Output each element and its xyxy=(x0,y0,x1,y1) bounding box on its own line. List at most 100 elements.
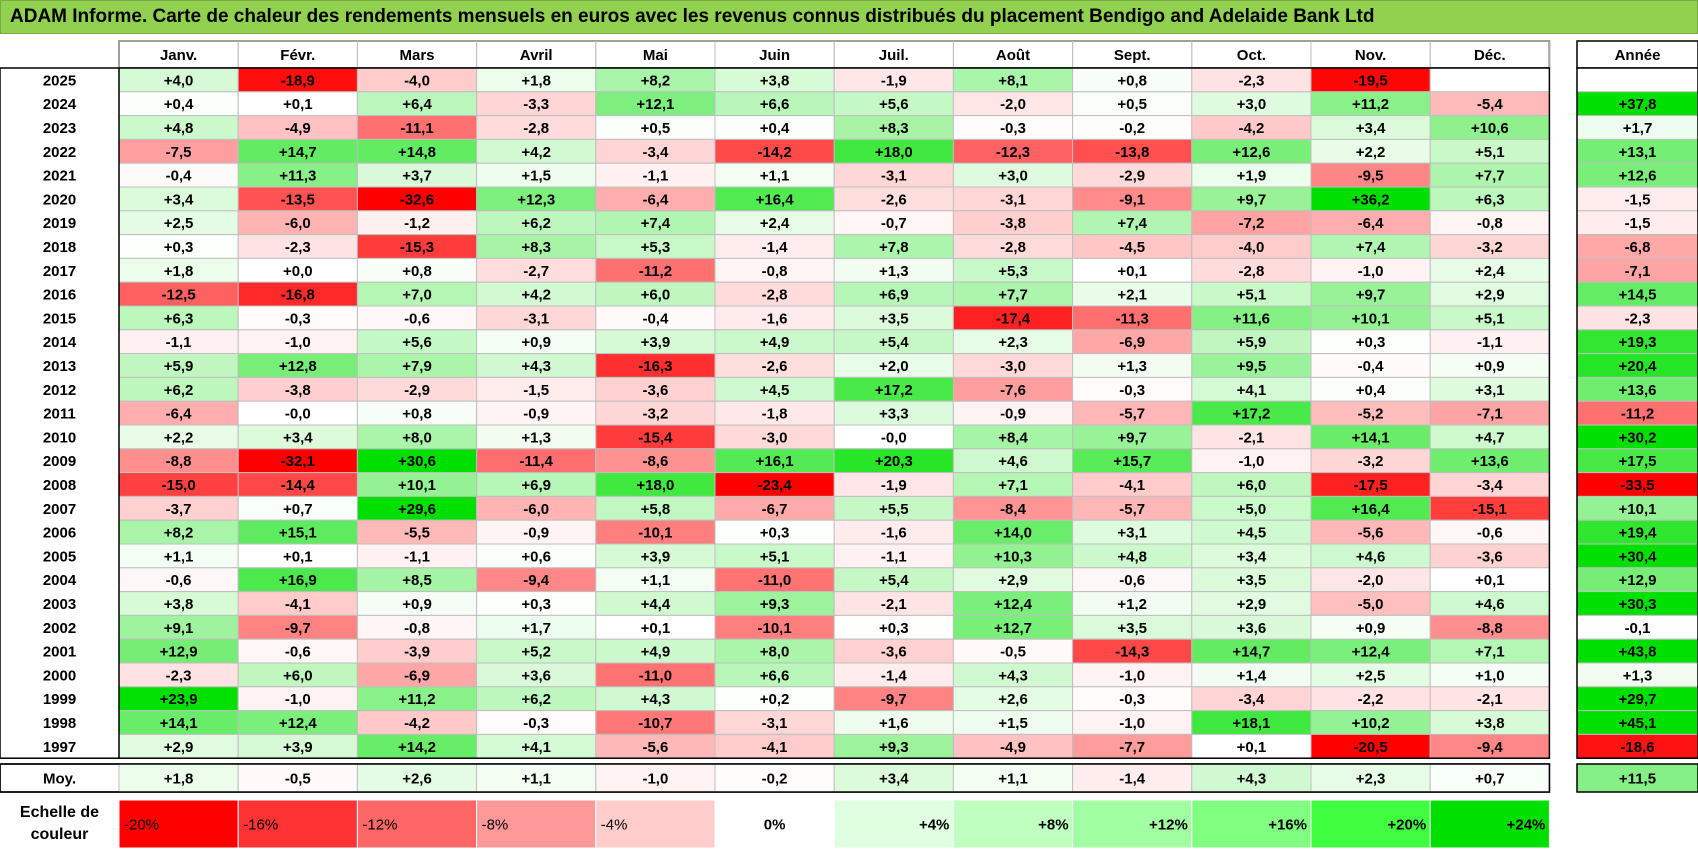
average-cell-value: +3,4 xyxy=(879,771,909,788)
average-cell-value: +0,7 xyxy=(1475,771,1505,788)
heatmap-cell-value: -14,4 xyxy=(281,477,316,494)
heatmap-cell-value: +10,6 xyxy=(1471,120,1509,137)
heatmap-cell-value: -6,0 xyxy=(285,215,311,232)
heatmap-cell-value: +3,0 xyxy=(1237,96,1267,113)
heatmap-cell-value: -0,3 xyxy=(1119,382,1145,399)
average-cell xyxy=(237,763,358,793)
heatmap-cell-value: -2,1 xyxy=(1238,429,1264,446)
heatmap-cell-value: -32,6 xyxy=(400,191,434,208)
heatmap-cell-value: -0,9 xyxy=(1000,406,1026,423)
annual-cell-value: +43,8 xyxy=(1619,644,1657,661)
heatmap-cell-value: +5,3 xyxy=(641,239,671,256)
heatmap-cell-value: +0,4 xyxy=(164,96,194,113)
heatmap-cell-value: -2,8 xyxy=(523,120,549,137)
heatmap-cell-value: -1,1 xyxy=(404,548,430,565)
heatmap-cell-value: +13,6 xyxy=(1471,453,1509,470)
heatmap-cell-value: +4,9 xyxy=(641,644,671,661)
heatmap-cell-value: -1,0 xyxy=(1238,453,1264,470)
heatmap-cell-value: +8,3 xyxy=(521,239,551,256)
heatmap-cell-value: -6,4 xyxy=(642,191,669,208)
heatmap-cell-value: +12,8 xyxy=(279,358,317,375)
heatmap-cell-value: +2,9 xyxy=(1237,596,1267,613)
annual-header: Année xyxy=(1615,47,1661,64)
heatmap-cell-value: -2,7 xyxy=(523,263,549,280)
heatmap-cell-value: +5,1 xyxy=(1475,144,1505,161)
heatmap-cell-value: +4,1 xyxy=(521,739,551,756)
heatmap-cell-value: -11,4 xyxy=(520,453,554,470)
heatmap-cell-value: -6,9 xyxy=(1119,334,1145,351)
heatmap-cell-value: -2,3 xyxy=(285,239,311,256)
heatmap-cell-value: +12,4 xyxy=(1352,644,1391,661)
heatmap-cell-value: +1,9 xyxy=(1237,168,1267,185)
year-label: 2016 xyxy=(43,287,76,304)
year-label: 2011 xyxy=(43,406,76,423)
year-label: 2024 xyxy=(43,96,77,113)
heatmap-cell-value: +7,1 xyxy=(1475,644,1505,661)
heatmap-cell-value: +5,5 xyxy=(879,501,909,518)
month-header-5: Juin xyxy=(759,47,790,64)
heatmap-cell-value: -1,0 xyxy=(285,334,311,351)
heatmap-cell-value: -2,6 xyxy=(762,358,788,375)
average-annual-cell xyxy=(1576,763,1698,793)
heatmap-cell-value: -16,3 xyxy=(638,358,672,375)
heatmap-cell-value: +2,2 xyxy=(1356,144,1386,161)
heatmap-cell-value: +12,9 xyxy=(160,644,198,661)
year-label: 2004 xyxy=(43,572,77,589)
year-label: 2021 xyxy=(43,168,76,185)
heatmap-cell-value: +36,2 xyxy=(1352,191,1390,208)
heatmap-cell-value: +5,6 xyxy=(402,334,432,351)
scale-swatch-label: +16% xyxy=(1268,817,1307,834)
heatmap-cell-value: +6,0 xyxy=(641,287,671,304)
heatmap-cell-value: -0,7 xyxy=(881,215,907,232)
annual-cell-value: +30,2 xyxy=(1619,429,1657,446)
heatmap-cell-value: -3,9 xyxy=(404,644,430,661)
year-label: 2022 xyxy=(43,144,76,161)
average-cell-value: -0,5 xyxy=(285,771,311,788)
heatmap-cell-value: +0,8 xyxy=(402,263,432,280)
heatmap-cell-value: -7,1 xyxy=(1477,406,1503,423)
heatmap-cell-value: +8,2 xyxy=(164,525,194,542)
heatmap-cell-value: +5,3 xyxy=(998,263,1028,280)
heatmap-cell-value: +3,0 xyxy=(998,168,1028,185)
month-header-10: Nov. xyxy=(1355,47,1386,64)
annual-cell-value: +12,9 xyxy=(1619,572,1657,589)
heatmap-cell-value: +2,2 xyxy=(164,429,194,446)
heatmap-cell-value: +0,6 xyxy=(521,548,551,565)
heatmap-cell-value: +14,2 xyxy=(398,739,436,756)
annual-cell-value: -2,3 xyxy=(1625,310,1651,327)
heatmap-cell-value: +6,2 xyxy=(164,382,194,399)
heatmap-cell-value: +0,3 xyxy=(760,525,790,542)
heatmap-cell-value: -0,6 xyxy=(1119,572,1145,589)
heatmap-cell-value: -11,0 xyxy=(639,667,672,684)
month-header-2: Mars xyxy=(399,47,434,64)
average-cell-value: -1,4 xyxy=(1119,771,1146,788)
heatmap-cell-value: -18,9 xyxy=(281,72,315,89)
heatmap-cell-value: -0,2 xyxy=(1119,120,1145,137)
heatmap-cell-value: -1,2 xyxy=(404,215,430,232)
heatmap-cell-value: +9,7 xyxy=(1117,429,1147,446)
heatmap-cell-value: -0,4 xyxy=(166,168,193,185)
heatmap-cell-value: -4,9 xyxy=(1000,739,1026,756)
heatmap-cell-value: -4,5 xyxy=(1119,239,1145,256)
heatmap-cell-value: -1,1 xyxy=(881,548,907,565)
heatmap-cell-value: -13,5 xyxy=(281,191,315,208)
heatmap-cell-value: +9,5 xyxy=(1237,358,1267,375)
heatmap-cell-value: -10,1 xyxy=(638,525,672,542)
annual-cell-value: +29,7 xyxy=(1619,691,1657,708)
heatmap-cell-value: +4,6 xyxy=(998,453,1028,470)
heatmap-cell-value: -2,1 xyxy=(881,596,907,613)
heatmap-cell-value: -0,6 xyxy=(1477,525,1503,542)
heatmap-cell-value: -11,0 xyxy=(758,572,791,589)
heatmap-cell-value: +4,0 xyxy=(164,72,194,89)
heatmap-cell-value: -4,9 xyxy=(285,120,311,137)
heatmap-cell-value: +16,4 xyxy=(756,191,795,208)
year-label: 2017 xyxy=(43,263,76,280)
heatmap-cell-value: -17,4 xyxy=(996,310,1031,327)
heatmap-cell-value: -0,8 xyxy=(404,620,430,637)
heatmap-cell-value: -3,8 xyxy=(285,382,311,399)
heatmap-cell-value: -23,4 xyxy=(757,477,792,494)
annual-cell-value: +13,1 xyxy=(1619,144,1657,161)
heatmap-cell-value: +8,2 xyxy=(641,72,671,89)
heatmap-cell-value: +14,0 xyxy=(994,525,1032,542)
